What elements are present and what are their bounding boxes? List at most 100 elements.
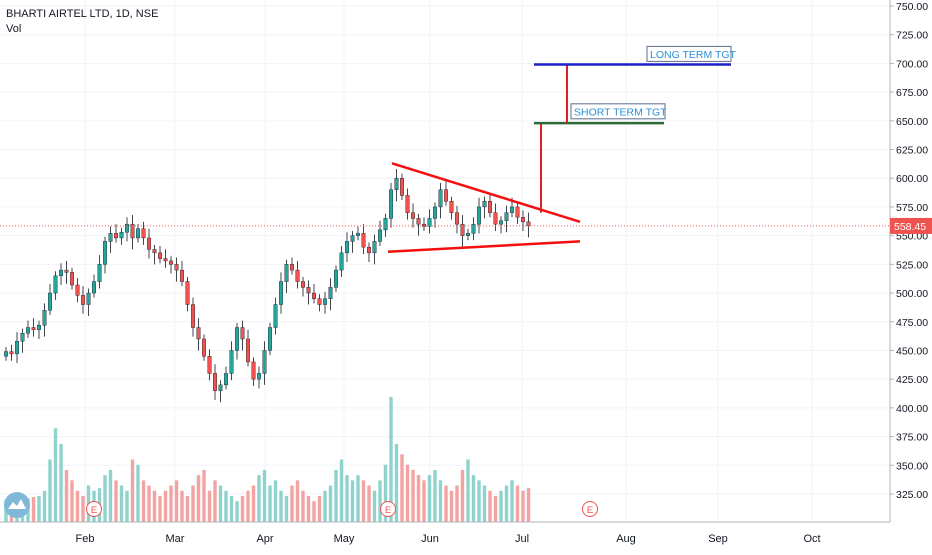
candle-body bbox=[185, 281, 190, 305]
candle bbox=[400, 173, 404, 201]
candle bbox=[405, 188, 410, 220]
candle-body bbox=[301, 281, 305, 288]
candle-body bbox=[389, 189, 393, 219]
y-tick-label: 425.00 bbox=[896, 374, 928, 386]
candle-body bbox=[136, 228, 140, 239]
candle-body bbox=[433, 206, 437, 219]
y-tick-label: 375.00 bbox=[896, 432, 928, 444]
x-tick-label: Jun bbox=[421, 533, 439, 545]
volume-bar bbox=[444, 485, 448, 522]
earnings-marker-label: E bbox=[587, 505, 593, 516]
candle-body bbox=[70, 272, 74, 286]
candle bbox=[158, 245, 162, 264]
volume-bar bbox=[59, 443, 63, 522]
candle-body bbox=[284, 264, 289, 282]
candle-body bbox=[141, 228, 146, 239]
candle-body bbox=[460, 223, 465, 236]
volume-bar bbox=[290, 485, 294, 522]
candle-body bbox=[37, 324, 41, 330]
candle-body bbox=[350, 235, 355, 242]
candle bbox=[312, 283, 316, 304]
candle bbox=[427, 209, 432, 234]
volume-bar bbox=[361, 480, 366, 522]
volume-bar bbox=[504, 485, 509, 522]
volume-bar bbox=[471, 475, 476, 522]
price-axis bbox=[890, 0, 932, 550]
candle-body bbox=[92, 281, 96, 294]
candle-body bbox=[108, 233, 113, 242]
candle-body bbox=[180, 269, 184, 282]
candle-body bbox=[526, 221, 531, 227]
candle-body bbox=[191, 304, 195, 328]
candle bbox=[526, 212, 531, 238]
candle bbox=[482, 196, 487, 219]
volume-bar bbox=[75, 490, 80, 522]
candle-body bbox=[521, 217, 525, 223]
candle bbox=[460, 214, 465, 248]
volume-bar bbox=[449, 490, 454, 522]
candle-body bbox=[317, 298, 322, 305]
candle bbox=[48, 283, 52, 315]
candle bbox=[207, 349, 212, 381]
x-tick-label: Jul bbox=[515, 533, 529, 545]
candle-body bbox=[224, 373, 228, 386]
candle-body bbox=[163, 258, 168, 262]
candle-body bbox=[251, 361, 256, 380]
candle bbox=[86, 288, 91, 317]
candle-body bbox=[295, 269, 300, 282]
candle bbox=[37, 320, 41, 339]
candle bbox=[455, 205, 459, 234]
candle-body bbox=[339, 252, 344, 271]
candle-body bbox=[416, 218, 421, 225]
candle-body bbox=[152, 249, 157, 254]
candle bbox=[493, 203, 498, 232]
candle bbox=[26, 320, 30, 338]
candle-body bbox=[64, 269, 69, 273]
candle bbox=[295, 260, 300, 289]
candle bbox=[224, 366, 228, 390]
volume-bar bbox=[180, 490, 184, 522]
earnings-marker-label: E bbox=[385, 505, 391, 516]
volume-bar bbox=[103, 475, 107, 522]
candle-body bbox=[328, 287, 333, 299]
candle bbox=[240, 320, 245, 351]
candle bbox=[290, 257, 294, 275]
candle bbox=[284, 259, 289, 294]
candle-body bbox=[130, 223, 135, 239]
candle bbox=[147, 228, 151, 259]
volume-bar bbox=[411, 469, 415, 522]
candle bbox=[141, 221, 146, 245]
candle-body bbox=[26, 327, 30, 334]
candle bbox=[273, 297, 278, 335]
volume-bar bbox=[400, 454, 404, 522]
candle bbox=[114, 224, 118, 243]
volume-bar bbox=[218, 485, 223, 522]
candle-body bbox=[383, 218, 388, 231]
candle bbox=[257, 366, 261, 389]
volume-bar bbox=[389, 397, 393, 522]
x-tick-label: Mar bbox=[166, 533, 185, 545]
candle bbox=[306, 280, 311, 305]
candle bbox=[64, 260, 69, 284]
volume-bar bbox=[394, 443, 399, 522]
volume-bar bbox=[339, 459, 344, 522]
volume-bar bbox=[257, 475, 261, 522]
candle bbox=[422, 217, 426, 232]
long-target-label-box bbox=[646, 45, 732, 62]
candle bbox=[416, 213, 421, 236]
candle bbox=[356, 226, 360, 241]
candle-body bbox=[471, 223, 476, 234]
volume-bar bbox=[378, 480, 382, 522]
long-target-label: LONG TERM TGT bbox=[650, 49, 737, 61]
volume-bar bbox=[323, 490, 327, 522]
volume-bar bbox=[48, 459, 52, 522]
candle-body bbox=[515, 206, 520, 218]
volume-bar bbox=[345, 475, 349, 522]
volume-bar bbox=[125, 490, 129, 522]
volume-bar bbox=[213, 480, 217, 522]
candle bbox=[180, 260, 184, 287]
candle bbox=[389, 182, 393, 228]
candle bbox=[328, 278, 333, 311]
